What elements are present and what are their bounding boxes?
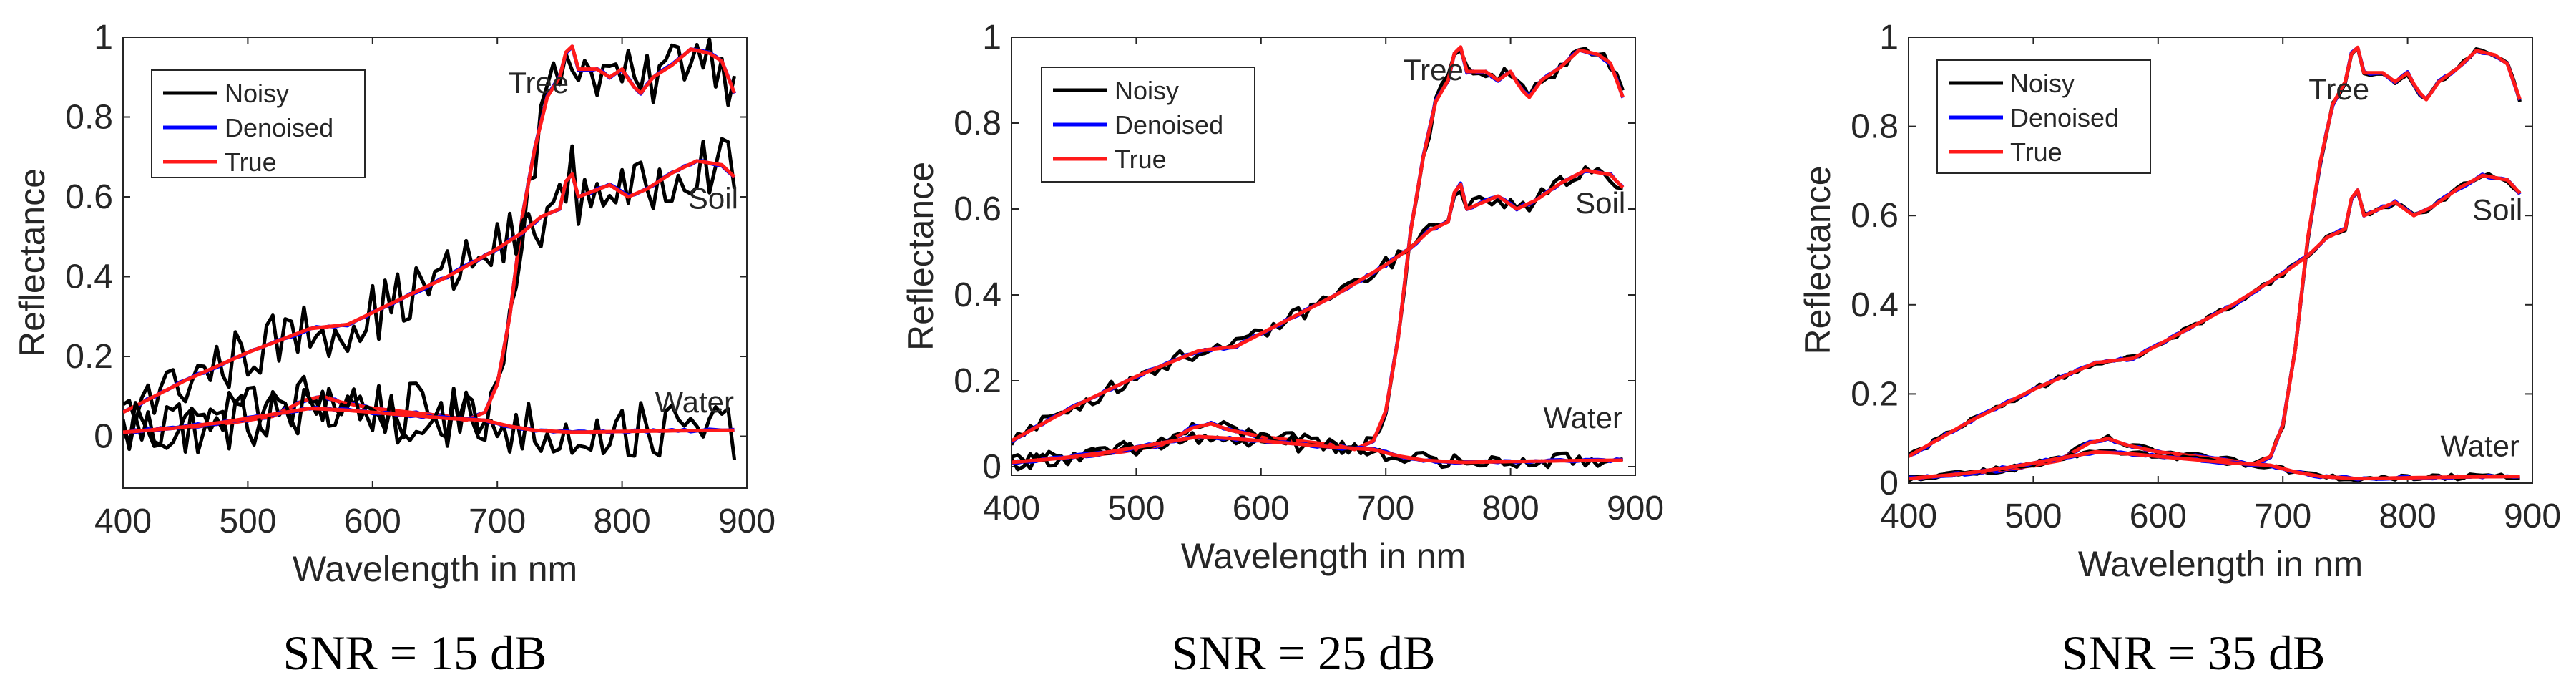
- y-tick-label: 0.2: [1851, 375, 1899, 413]
- x-axis-label: Wavelength in nm: [293, 549, 577, 589]
- series-true-soil: [123, 159, 736, 414]
- y-tick-label: 0: [1879, 465, 1899, 502]
- legend-label-true: True: [2010, 137, 2062, 167]
- series-group: [1012, 45, 1625, 472]
- y-tick-label: 0.8: [954, 104, 1001, 142]
- y-tick-label: 0.4: [954, 276, 1001, 314]
- x-axis-label: Wavelength in nm: [1181, 536, 1466, 576]
- panel-1: 400 500 600 700 800 900 0 0.2 0.4 0.6 0.8 1 Waveleng…: [12, 19, 775, 589]
- series-group: [123, 37, 737, 460]
- y-tick-label: 0.6: [1851, 197, 1899, 235]
- y-tick-label: 0: [982, 448, 1001, 486]
- curve-label-tree: Tree: [2308, 72, 2369, 106]
- caption-panel-3: SNR = 35 dB: [2062, 626, 2326, 680]
- y-axis-label: Reflectance: [901, 162, 941, 351]
- curve-label-water: Water: [1544, 401, 1622, 434]
- x-tick-label: 600: [1233, 490, 1290, 528]
- legend-label-denoised: Denoised: [2010, 103, 2119, 132]
- x-tick-label: 900: [1607, 490, 1664, 528]
- y-tick-label: 1: [94, 19, 113, 57]
- caption-panel-1: SNR = 15 dB: [283, 626, 547, 680]
- series-noisy-soil: [123, 137, 737, 424]
- curve-label-soil: Soil: [2472, 193, 2522, 226]
- x-tick-label: 600: [2130, 497, 2187, 535]
- x-axis-label: Wavelength in nm: [2078, 544, 2363, 584]
- x-tick-label: 800: [2379, 497, 2437, 535]
- x-tick-label: 900: [718, 502, 775, 540]
- y-tick-label: 0.8: [65, 99, 113, 137]
- y-tick-label: 0.6: [954, 190, 1001, 228]
- legend: Noisy Denoised True: [1041, 67, 1255, 183]
- y-tick-label: 0.8: [1851, 108, 1899, 146]
- x-tick-label: 800: [1482, 490, 1539, 528]
- x-tick-label: 400: [983, 490, 1040, 528]
- curve-label-tree: Tree: [1403, 53, 1464, 87]
- y-tick-label: 0.2: [65, 338, 113, 376]
- x-tick-label: 700: [2254, 497, 2311, 535]
- x-tick-label: 500: [1107, 490, 1165, 528]
- panel-2: 400 500 600 700 800 900 0 0.2 0.4 0.6 0.8 1 Waveleng…: [901, 19, 1664, 576]
- legend-label-noisy: Noisy: [1115, 76, 1179, 105]
- x-tick-label: 900: [2504, 497, 2561, 535]
- panel-3: 400 500 600 700 800 900 0 0.2 0.4 0.6 0.8 1 Waveleng…: [1798, 19, 2561, 584]
- legend-label-true: True: [1115, 145, 1167, 174]
- x-tick-label: 500: [2004, 497, 2062, 535]
- y-axis-label: Reflectance: [12, 168, 52, 357]
- series-true-soil: [1012, 168, 1625, 443]
- series-group: [1909, 45, 2522, 483]
- curve-label-tree: Tree: [508, 66, 569, 99]
- legend-label-noisy: Noisy: [225, 79, 289, 108]
- series-true-water: [1909, 449, 2520, 481]
- legend-box: [151, 69, 366, 178]
- y-axis-label: Reflectance: [1798, 165, 1838, 354]
- legend-label-true: True: [225, 147, 277, 177]
- curve-label-soil: Soil: [1575, 186, 1625, 220]
- y-tick-label: 0.4: [65, 258, 113, 296]
- curve-label-water: Water: [2441, 429, 2519, 463]
- x-tick-label: 400: [1880, 497, 1937, 535]
- x-tick-label: 800: [594, 502, 651, 540]
- x-tick-label: 700: [469, 502, 526, 540]
- y-tick-label: 1: [1879, 19, 1899, 57]
- y-tick-label: 0.6: [65, 178, 113, 216]
- y-tick-label: 0: [94, 418, 113, 456]
- curve-label-water: Water: [655, 385, 734, 419]
- series-true-soil: [1909, 173, 2522, 458]
- legend-label-noisy: Noisy: [2010, 69, 2075, 98]
- series-noisy-water: [123, 385, 737, 460]
- x-tick-label: 700: [1357, 490, 1414, 528]
- series-true-water: [1012, 434, 1623, 465]
- y-tick-label: 0.2: [954, 362, 1001, 400]
- x-tick-label: 500: [219, 502, 276, 540]
- caption-panel-2: SNR = 25 dB: [1172, 626, 1436, 680]
- legend: Noisy Denoised True: [151, 69, 366, 178]
- curve-label-soil: Soil: [688, 182, 738, 215]
- x-tick-label: 400: [94, 502, 152, 540]
- series-true-water: [123, 407, 735, 434]
- legend-label-denoised: Denoised: [225, 113, 333, 142]
- y-tick-label: 0.4: [1851, 286, 1899, 324]
- legend: Noisy Denoised True: [1936, 59, 2151, 174]
- x-tick-label: 600: [344, 502, 401, 540]
- legend-label-denoised: Denoised: [1115, 110, 1223, 140]
- y-tick-label: 1: [982, 19, 1001, 57]
